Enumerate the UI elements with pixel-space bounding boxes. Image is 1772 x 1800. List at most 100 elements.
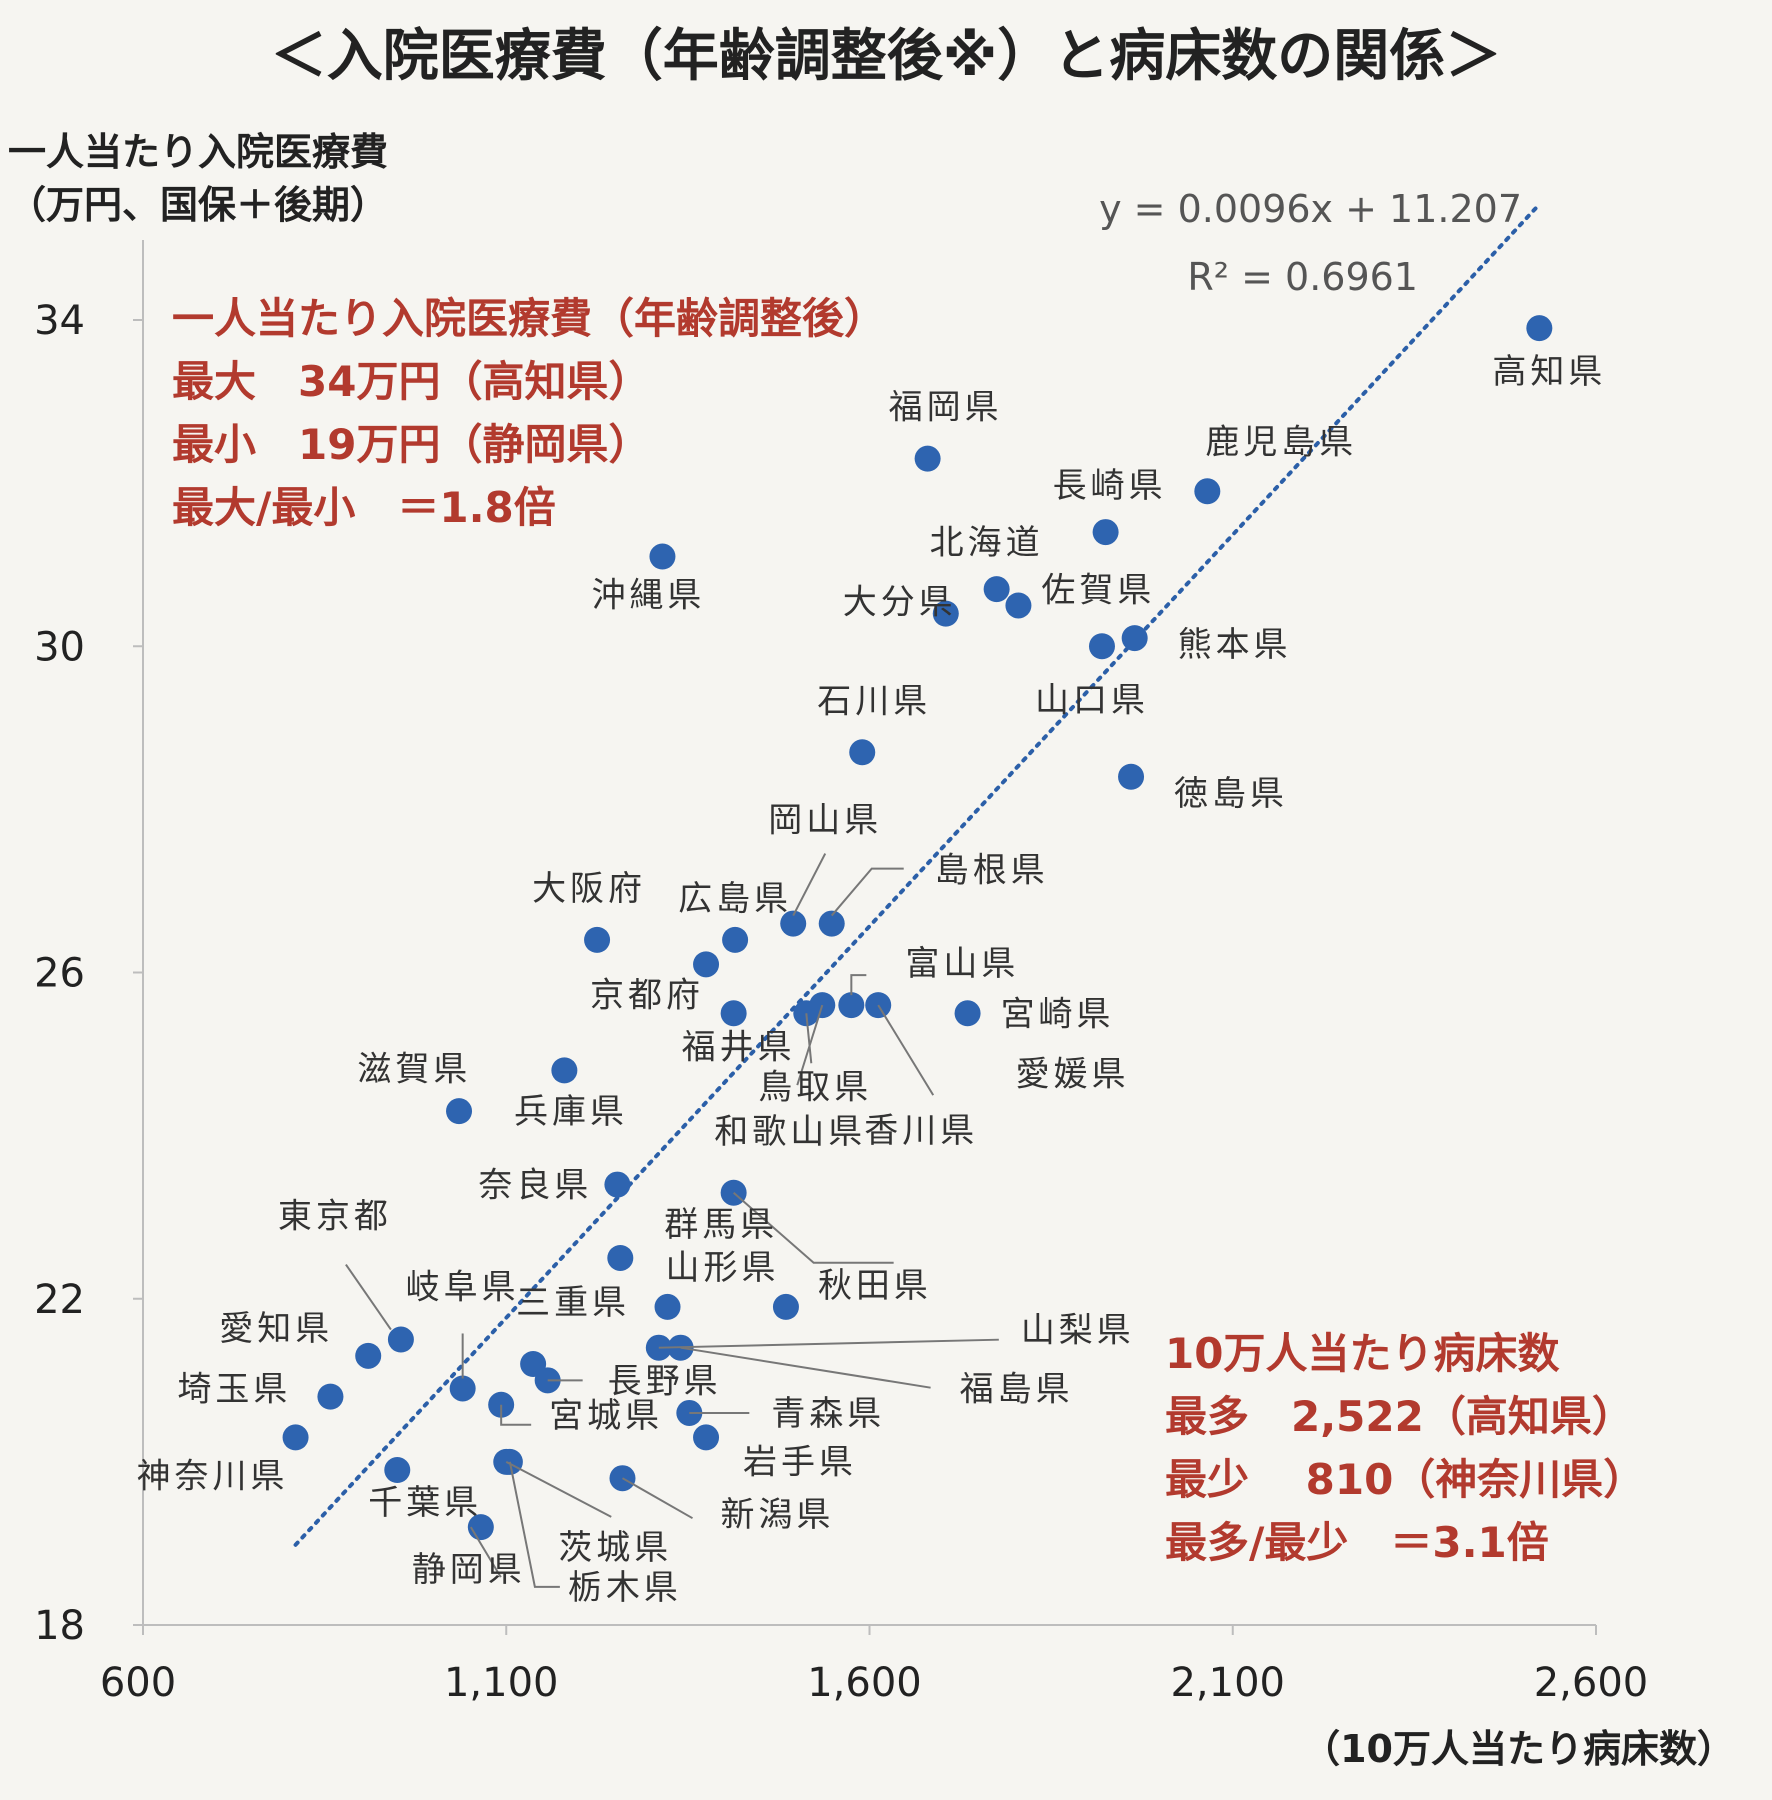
point-label: 埼玉県	[177, 1370, 291, 1410]
chart-title: ＜入院医療費（年齢調整後※）と病床数の関係＞	[271, 24, 1501, 89]
leader-line	[469, 1526, 502, 1578]
data-point	[1092, 519, 1119, 546]
point-label: 北海道	[930, 523, 1044, 563]
point-label: 熊本県	[1178, 625, 1292, 665]
point-label: 岩手県	[743, 1442, 857, 1482]
point-label: 山梨県	[1021, 1311, 1135, 1351]
point-label: 滋賀県	[357, 1049, 471, 1089]
x-tick-label: 1,600	[807, 1660, 922, 1706]
point-label: 宮崎県	[1001, 994, 1115, 1034]
point-label: 鹿児島県	[1205, 422, 1357, 462]
point-label: 富山県	[905, 944, 1019, 984]
point-label: 茨城県	[558, 1528, 672, 1568]
leader-line	[658, 1338, 999, 1349]
data-point	[1194, 478, 1221, 505]
data-point	[607, 1244, 634, 1271]
data-point	[954, 1000, 981, 1027]
point-label: 長野県	[608, 1361, 722, 1401]
trendline	[293, 202, 1542, 1547]
data-point	[722, 926, 749, 953]
leader-line	[792, 853, 827, 917]
point-label: 神奈川県	[137, 1456, 289, 1496]
x-tick-label: 2,600	[1534, 1660, 1649, 1706]
y-tick-label: 18	[34, 1603, 85, 1649]
point-label: 石川県	[817, 681, 931, 721]
y-tick-label: 34	[34, 298, 85, 344]
data-point	[914, 445, 941, 472]
point-label: 島根県	[935, 851, 1049, 891]
data-point	[384, 1457, 411, 1484]
leader-line	[877, 1004, 935, 1096]
leader-line	[830, 867, 904, 917]
data-point	[446, 1098, 473, 1125]
point-label: 宮城県	[549, 1396, 663, 1436]
data-point	[282, 1424, 309, 1451]
point-label: 高知県	[1492, 352, 1606, 392]
trend-r-squared: R² = 0.6961	[1187, 255, 1418, 299]
data-point	[1088, 633, 1115, 660]
leader-line	[621, 1477, 693, 1520]
leader-line	[796, 1004, 824, 1086]
annotation-bottom-right-line-3: 最少 810（神奈川県）	[1165, 1455, 1645, 1504]
axes: 34 30 26 22 18 600 1,100 1,600 2,100 2,600	[34, 240, 1648, 1706]
data-point	[584, 926, 611, 953]
point-label: 新潟県	[720, 1495, 834, 1535]
point-label: 徳島県	[1174, 774, 1288, 814]
data-point	[838, 992, 865, 1019]
y-tick-label: 22	[34, 1277, 85, 1323]
point-label: 山形県	[666, 1248, 780, 1288]
leader-line	[508, 1461, 560, 1588]
point-label: 東京都	[278, 1197, 392, 1237]
data-point	[693, 1424, 720, 1451]
point-label: 福島県	[960, 1370, 1074, 1410]
x-axis-label: （10万人当たり病床数）	[1302, 1727, 1735, 1771]
point-label: 佐賀県	[1041, 570, 1155, 610]
leader-line	[505, 1460, 612, 1518]
annotation-bottom-right-line-2: 最多 2,522（高知県）	[1165, 1392, 1634, 1441]
point-label: 秋田県	[818, 1266, 932, 1306]
trendline-path	[293, 202, 1542, 1547]
point-label: 福岡県	[889, 388, 1003, 428]
annotation-bottom-right-line-1: 10万人当たり病床数	[1165, 1329, 1559, 1378]
y-tick-label: 30	[34, 624, 85, 670]
trend-equation: y = 0.0096x + 11.207	[1099, 187, 1522, 231]
data-point	[551, 1057, 578, 1084]
point-label: 沖縄県	[591, 576, 705, 616]
point-label: 京都府	[590, 975, 704, 1015]
data-point	[449, 1375, 476, 1402]
leader-line	[500, 1404, 532, 1426]
leader-line	[345, 1263, 392, 1331]
annotation-top-left-line-1: 一人当たり入院医療費（年齢調整後）	[172, 294, 886, 343]
annotation-top-left: 一人当たり入院医療費（年齢調整後） 最大 34万円（高知県） 最小 19万円（静…	[172, 294, 886, 532]
point-label: 千葉県	[368, 1483, 482, 1523]
data-point	[604, 1171, 631, 1198]
annotation-top-left-line-4: 最大/最小 ＝1.8倍	[172, 483, 556, 532]
data-point	[1121, 625, 1148, 652]
point-label: 和歌山県	[714, 1112, 866, 1152]
x-tick-label: 1,100	[444, 1660, 559, 1706]
point-label: 兵庫県	[514, 1092, 628, 1132]
point-label: 岡山県	[768, 801, 882, 841]
y-tick-label: 26	[34, 951, 85, 997]
point-label: 大阪府	[532, 869, 646, 909]
point-label: 長崎県	[1053, 466, 1167, 506]
data-point	[818, 910, 845, 937]
y-axis-label-line-1: 一人当たり入院医療費	[8, 130, 388, 174]
data-point	[1526, 315, 1553, 342]
point-label: 奈良県	[478, 1166, 592, 1206]
point-label: 大分県	[843, 583, 957, 623]
data-point	[317, 1383, 344, 1410]
data-point	[849, 739, 876, 766]
point-label: 愛媛県	[1016, 1055, 1130, 1095]
point-label: 鳥取県	[758, 1067, 872, 1107]
data-point	[983, 576, 1010, 603]
data-point	[654, 1293, 681, 1320]
point-label: 青森県	[771, 1394, 885, 1434]
data-point	[1005, 592, 1032, 619]
point-label: 静岡県	[412, 1550, 526, 1590]
y-axis-label-line-2: （万円、国保＋後期）	[8, 183, 388, 227]
point-label: 群馬県	[664, 1205, 778, 1245]
